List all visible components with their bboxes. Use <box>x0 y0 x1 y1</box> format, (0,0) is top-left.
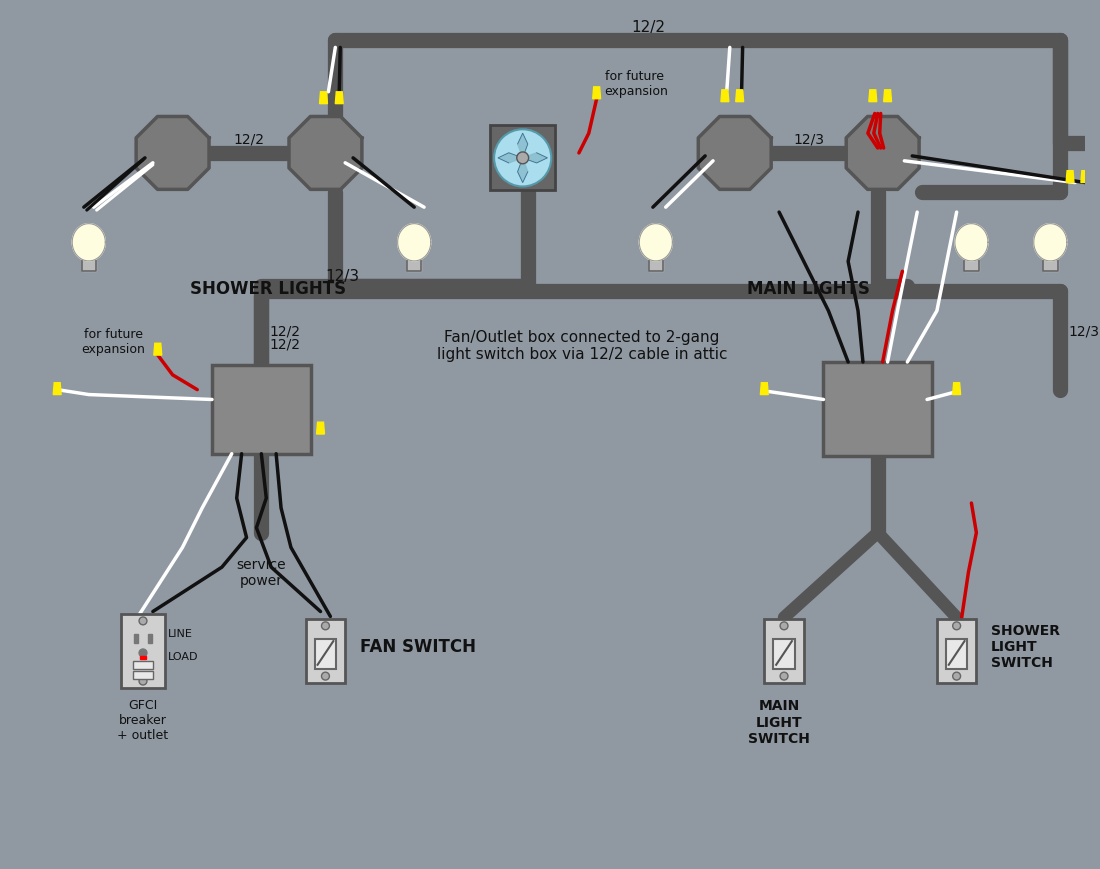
Text: MAIN LIGHTS: MAIN LIGHTS <box>747 280 870 298</box>
Bar <box>147 634 152 643</box>
Circle shape <box>494 130 551 187</box>
Bar <box>133 671 153 679</box>
Polygon shape <box>53 383 62 395</box>
Ellipse shape <box>397 224 431 262</box>
Text: 12/3: 12/3 <box>1068 324 1099 338</box>
Bar <box>773 640 795 669</box>
Polygon shape <box>953 383 960 395</box>
Polygon shape <box>319 93 328 104</box>
Polygon shape <box>760 383 768 395</box>
Polygon shape <box>336 93 343 104</box>
Bar <box>965 262 979 272</box>
Text: LINE: LINE <box>167 628 192 639</box>
Circle shape <box>321 673 329 680</box>
Text: for future
expansion: for future expansion <box>81 328 145 355</box>
Circle shape <box>139 677 147 685</box>
Circle shape <box>953 622 960 630</box>
Polygon shape <box>720 90 729 103</box>
Bar <box>134 634 139 643</box>
Polygon shape <box>317 422 324 434</box>
Text: GFCI
breaker
+ outlet: GFCI breaker + outlet <box>118 699 168 741</box>
Bar <box>764 620 804 683</box>
Polygon shape <box>846 117 920 190</box>
Circle shape <box>139 649 147 657</box>
Circle shape <box>321 622 329 630</box>
Bar <box>649 262 663 272</box>
Polygon shape <box>698 117 771 190</box>
Polygon shape <box>498 154 522 163</box>
Bar <box>306 620 345 683</box>
Text: 12/3: 12/3 <box>793 132 824 146</box>
Text: 12/2: 12/2 <box>233 132 264 146</box>
Polygon shape <box>869 90 877 103</box>
Text: FAN SWITCH: FAN SWITCH <box>360 637 476 655</box>
Ellipse shape <box>639 224 672 262</box>
Bar <box>133 661 153 669</box>
Text: 12/2: 12/2 <box>631 20 664 35</box>
Circle shape <box>780 622 788 630</box>
Text: Fan/Outlet box connected to 2-gang
light switch box via 12/2 cable in attic: Fan/Outlet box connected to 2-gang light… <box>437 329 727 362</box>
Text: for future
expansion: for future expansion <box>605 70 669 98</box>
Text: MAIN
LIGHT
SWITCH: MAIN LIGHT SWITCH <box>748 699 810 745</box>
Polygon shape <box>522 154 548 163</box>
Polygon shape <box>883 90 891 103</box>
Ellipse shape <box>73 224 106 262</box>
Polygon shape <box>289 117 362 190</box>
Polygon shape <box>518 134 528 159</box>
Circle shape <box>139 617 147 625</box>
Polygon shape <box>593 88 601 100</box>
Text: SHOWER LIGHTS: SHOWER LIGHTS <box>190 280 346 298</box>
Circle shape <box>953 673 960 680</box>
Bar <box>407 262 421 272</box>
Bar <box>140 656 146 659</box>
Text: 12/2: 12/2 <box>270 324 300 338</box>
Polygon shape <box>518 159 528 183</box>
Bar <box>1043 262 1057 272</box>
Text: 12/2: 12/2 <box>270 337 300 351</box>
Bar <box>937 620 977 683</box>
Text: 12/3: 12/3 <box>326 269 360 284</box>
Text: SHOWER
LIGHT
SWITCH: SHOWER LIGHT SWITCH <box>991 623 1060 669</box>
Text: LOAD: LOAD <box>167 651 198 661</box>
Polygon shape <box>736 90 744 103</box>
Bar <box>81 262 96 272</box>
Bar <box>491 126 556 191</box>
Bar <box>315 640 337 669</box>
Circle shape <box>780 673 788 680</box>
Text: service
power: service power <box>236 558 286 587</box>
Ellipse shape <box>955 224 988 262</box>
Polygon shape <box>1066 171 1074 183</box>
Polygon shape <box>136 117 209 190</box>
Polygon shape <box>1081 171 1089 183</box>
Ellipse shape <box>1034 224 1067 262</box>
Polygon shape <box>154 344 162 355</box>
Circle shape <box>517 153 529 164</box>
Bar <box>212 366 310 454</box>
Bar <box>121 614 165 688</box>
Bar <box>824 363 932 457</box>
Bar <box>946 640 968 669</box>
